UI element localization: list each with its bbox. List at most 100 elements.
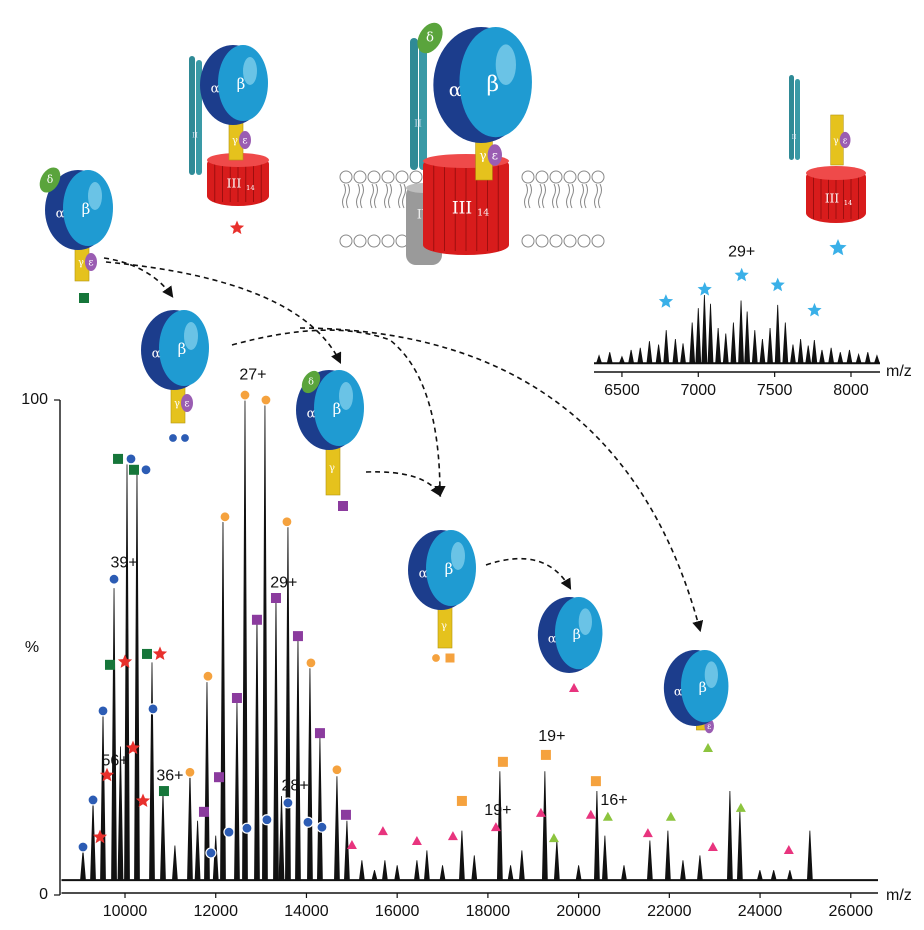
lipid-head [592, 235, 604, 247]
marker-circle [98, 706, 108, 716]
subunit-label: δ [308, 377, 314, 388]
marker-triangle [569, 683, 579, 692]
marker-circle [432, 654, 441, 663]
subunit-label: β [333, 400, 342, 418]
subunit-label: III [825, 192, 839, 206]
lipid-head [382, 235, 394, 247]
marker-triangle [549, 833, 559, 842]
x-tick-label: 26000 [829, 903, 874, 920]
peak [220, 519, 225, 880]
charge-state-label: 56+ [101, 753, 128, 770]
lipid-tail [539, 184, 546, 208]
subunit-label: II [192, 131, 198, 140]
arrow [104, 258, 172, 296]
subunit-label: III [452, 199, 472, 219]
marker-circle [306, 658, 316, 668]
peak [723, 334, 728, 364]
peak [472, 855, 477, 880]
x-tick-label: 10000 [103, 903, 148, 920]
peak [812, 340, 817, 363]
subunit-label: β [699, 680, 707, 696]
peak [542, 771, 547, 880]
peak [760, 339, 765, 363]
marker-triangle [784, 845, 794, 854]
peak [783, 323, 788, 364]
subunit-label: γ [479, 149, 486, 163]
b-rod [410, 38, 418, 170]
subunit-label: β [445, 560, 454, 578]
lipid-head [550, 171, 562, 183]
x-tick-label: 20000 [556, 903, 601, 920]
marker-square [446, 654, 455, 663]
peak [768, 328, 773, 363]
peak [798, 339, 803, 363]
figure: γεαβδIIIII14γεαβIVIIIII14γεαβδIIIII14γεγ… [0, 0, 924, 925]
peak [576, 865, 581, 880]
lipid-head [382, 171, 394, 183]
subunit-label: β [178, 340, 187, 358]
peak [847, 350, 852, 363]
arrow [486, 559, 570, 588]
charge-state-label: 29+ [270, 574, 297, 591]
lipid-tail [525, 184, 532, 208]
subunit-label: α [211, 82, 220, 97]
lipid-head [340, 171, 352, 183]
y-tick-label: 100 [21, 391, 48, 408]
subunit-label: δ [47, 173, 54, 186]
marker-square [79, 293, 89, 303]
peak [242, 400, 247, 880]
peak [702, 295, 707, 363]
x-tick-label: 24000 [738, 903, 783, 920]
peak [638, 348, 643, 363]
marker-star [829, 239, 846, 255]
marker-square [232, 693, 242, 703]
subunit-label: γ [232, 136, 238, 147]
peak [279, 796, 284, 880]
marker-square [457, 796, 467, 806]
lipid-head [536, 235, 548, 247]
subunit-label: β [82, 200, 91, 218]
subunit-label: β [573, 627, 581, 643]
marker-square [341, 810, 351, 820]
c-ring-top [806, 166, 866, 180]
marker-square [271, 593, 281, 603]
peak [262, 405, 267, 880]
subunit-label: ε [184, 399, 189, 410]
x-tick-label: 16000 [375, 903, 420, 920]
marker-star [118, 654, 132, 668]
b-rod [419, 42, 427, 170]
x-tick-label: 14000 [284, 903, 329, 920]
peak [273, 598, 278, 880]
subunit-label: α [419, 567, 428, 582]
peak [187, 771, 192, 880]
b-rod [789, 75, 794, 160]
charge-state-label: 27+ [239, 366, 266, 383]
marker-circle [220, 512, 230, 522]
peak [372, 870, 377, 880]
marker-triangle [586, 810, 596, 819]
subunit-label: β [237, 75, 246, 93]
subunit-label: α [152, 347, 161, 362]
peak [681, 343, 686, 363]
lipid-tail [595, 184, 602, 208]
peak [708, 304, 713, 363]
lipid-head [522, 235, 534, 247]
subunit-label: III [227, 176, 242, 191]
marker-circle [242, 823, 252, 833]
peak [752, 330, 757, 363]
peak [125, 464, 130, 880]
marker-square [214, 772, 224, 782]
marker-square [293, 631, 303, 641]
x-axis-label: m/z [886, 887, 912, 904]
marker-circle [317, 822, 327, 832]
lipid-head [564, 171, 576, 183]
peak [757, 870, 762, 880]
charge-state-label: 29+ [728, 243, 755, 260]
subunit-label: ε [492, 149, 498, 163]
marker-triangle [703, 743, 713, 752]
lipid-head [354, 171, 366, 183]
marker-star [698, 282, 712, 296]
x-tick-label: 6500 [604, 382, 640, 399]
peak [344, 821, 349, 880]
marker-triangle [736, 803, 746, 812]
